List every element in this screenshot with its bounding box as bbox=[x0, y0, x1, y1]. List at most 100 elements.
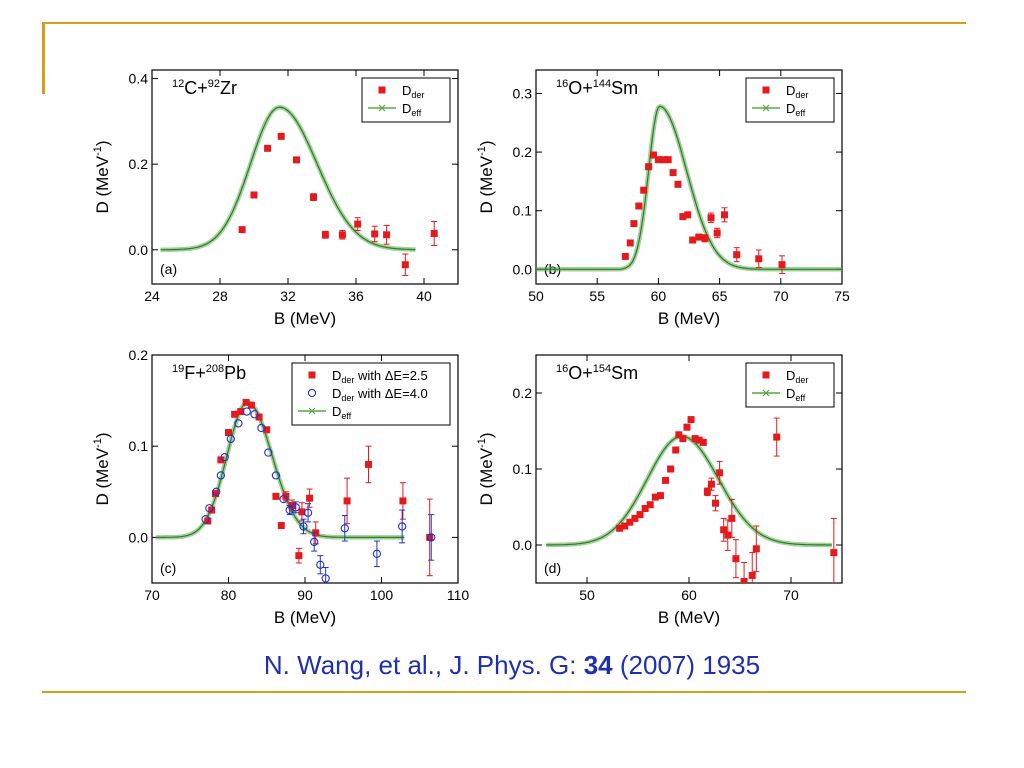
legend-label: Deff bbox=[332, 404, 352, 421]
data-point bbox=[712, 499, 720, 507]
data-point-open bbox=[220, 452, 229, 462]
data-point bbox=[667, 465, 675, 473]
data-point bbox=[310, 193, 317, 201]
data-point bbox=[656, 492, 664, 500]
legend-label: Dder with ΔE=2.5 bbox=[332, 368, 428, 385]
data-point-open bbox=[212, 487, 221, 496]
data-point bbox=[298, 508, 306, 516]
data-point bbox=[713, 229, 721, 237]
data-point bbox=[695, 233, 703, 241]
bottom-rule bbox=[42, 691, 966, 693]
x-tick-label: 50 bbox=[579, 587, 595, 603]
data-point bbox=[247, 401, 255, 409]
data-point bbox=[430, 229, 438, 237]
y-axis-label: D (MeV-1) bbox=[92, 140, 112, 213]
x-tick-label: 80 bbox=[221, 587, 237, 603]
x-tick-label: 65 bbox=[712, 288, 728, 304]
data-point bbox=[621, 252, 629, 260]
legend-label: Deff bbox=[786, 101, 806, 118]
data-point bbox=[626, 239, 634, 247]
data-point bbox=[211, 490, 219, 498]
x-tick-label: 100 bbox=[370, 587, 394, 603]
data-point bbox=[669, 169, 677, 177]
y-tick-label: 0.3 bbox=[513, 85, 533, 101]
x-tick-label: 28 bbox=[212, 288, 228, 304]
data-point-open bbox=[264, 448, 273, 457]
data-point-open bbox=[226, 434, 235, 444]
data-point bbox=[672, 446, 680, 454]
data-point bbox=[364, 460, 372, 468]
data-point bbox=[641, 505, 649, 513]
legend-label: Deff bbox=[402, 101, 422, 118]
data-point-open bbox=[303, 508, 313, 517]
data-point bbox=[338, 231, 346, 239]
panel-label: (d) bbox=[544, 560, 561, 576]
data-point-open bbox=[257, 423, 266, 433]
y-tick-label: 0.0 bbox=[513, 261, 533, 277]
data-point bbox=[716, 469, 724, 477]
data-point bbox=[691, 435, 699, 443]
data-point bbox=[654, 156, 662, 164]
panel-label: (c) bbox=[160, 560, 176, 576]
deff-curve bbox=[536, 105, 842, 270]
data-point bbox=[264, 144, 272, 152]
data-area bbox=[536, 104, 842, 274]
y-tick-label: 0.2 bbox=[129, 347, 149, 363]
legend-marker-square bbox=[762, 371, 770, 379]
legend-cross bbox=[762, 104, 770, 112]
data-point bbox=[651, 493, 659, 501]
x-tick-label: 55 bbox=[589, 288, 605, 304]
citation-volume: 34 bbox=[583, 650, 613, 680]
data-point-open bbox=[427, 533, 436, 542]
legend-cross bbox=[762, 389, 770, 397]
data-point-open bbox=[234, 419, 243, 428]
x-tick-label: 40 bbox=[416, 288, 432, 304]
data-point bbox=[401, 261, 409, 269]
reaction-label: 16O+154Sm bbox=[556, 363, 638, 383]
data-point bbox=[263, 426, 271, 434]
data-point bbox=[277, 132, 285, 140]
data-point bbox=[755, 255, 763, 263]
legend-marker-circle bbox=[307, 388, 317, 398]
data-point-open bbox=[242, 407, 252, 416]
data-point bbox=[225, 429, 232, 437]
legend-marker-square bbox=[308, 371, 316, 379]
y-tick-label: 0.2 bbox=[513, 385, 533, 401]
data-point bbox=[748, 571, 756, 579]
reaction-label: 16O+144Sm bbox=[556, 78, 638, 98]
data-point bbox=[272, 492, 280, 500]
data-point bbox=[701, 234, 709, 242]
legend-box bbox=[361, 77, 451, 123]
data-point bbox=[720, 211, 728, 219]
y-tick-label: 0.0 bbox=[129, 529, 149, 545]
data-point bbox=[830, 549, 838, 557]
data-point bbox=[662, 476, 670, 484]
data-point bbox=[616, 524, 624, 532]
data-point-open bbox=[340, 524, 349, 533]
x-axis-label: B (MeV) bbox=[658, 608, 720, 627]
y-tick-label: 0.2 bbox=[513, 144, 533, 160]
data-point bbox=[687, 416, 695, 424]
reaction-label: 19F+208Pb bbox=[172, 363, 246, 383]
data-point bbox=[773, 433, 781, 441]
data-point bbox=[683, 423, 691, 431]
legend-marker-square bbox=[378, 86, 386, 94]
data-point bbox=[640, 186, 648, 194]
data-point-open bbox=[310, 537, 319, 547]
deff-curve-band bbox=[160, 104, 416, 252]
data-point bbox=[684, 211, 692, 219]
x-tick-label: 90 bbox=[297, 587, 313, 603]
legend-box bbox=[291, 362, 451, 426]
legend-label: Dder bbox=[786, 83, 808, 100]
data-point bbox=[250, 191, 258, 199]
x-tick-label: 110 bbox=[447, 587, 470, 603]
data-point bbox=[635, 202, 643, 210]
deff-curve-band bbox=[546, 434, 832, 548]
data-point bbox=[645, 163, 653, 171]
data-point bbox=[231, 410, 239, 418]
data-point bbox=[703, 488, 711, 496]
data-area bbox=[160, 104, 438, 276]
x-tick-label: 70 bbox=[773, 288, 789, 304]
